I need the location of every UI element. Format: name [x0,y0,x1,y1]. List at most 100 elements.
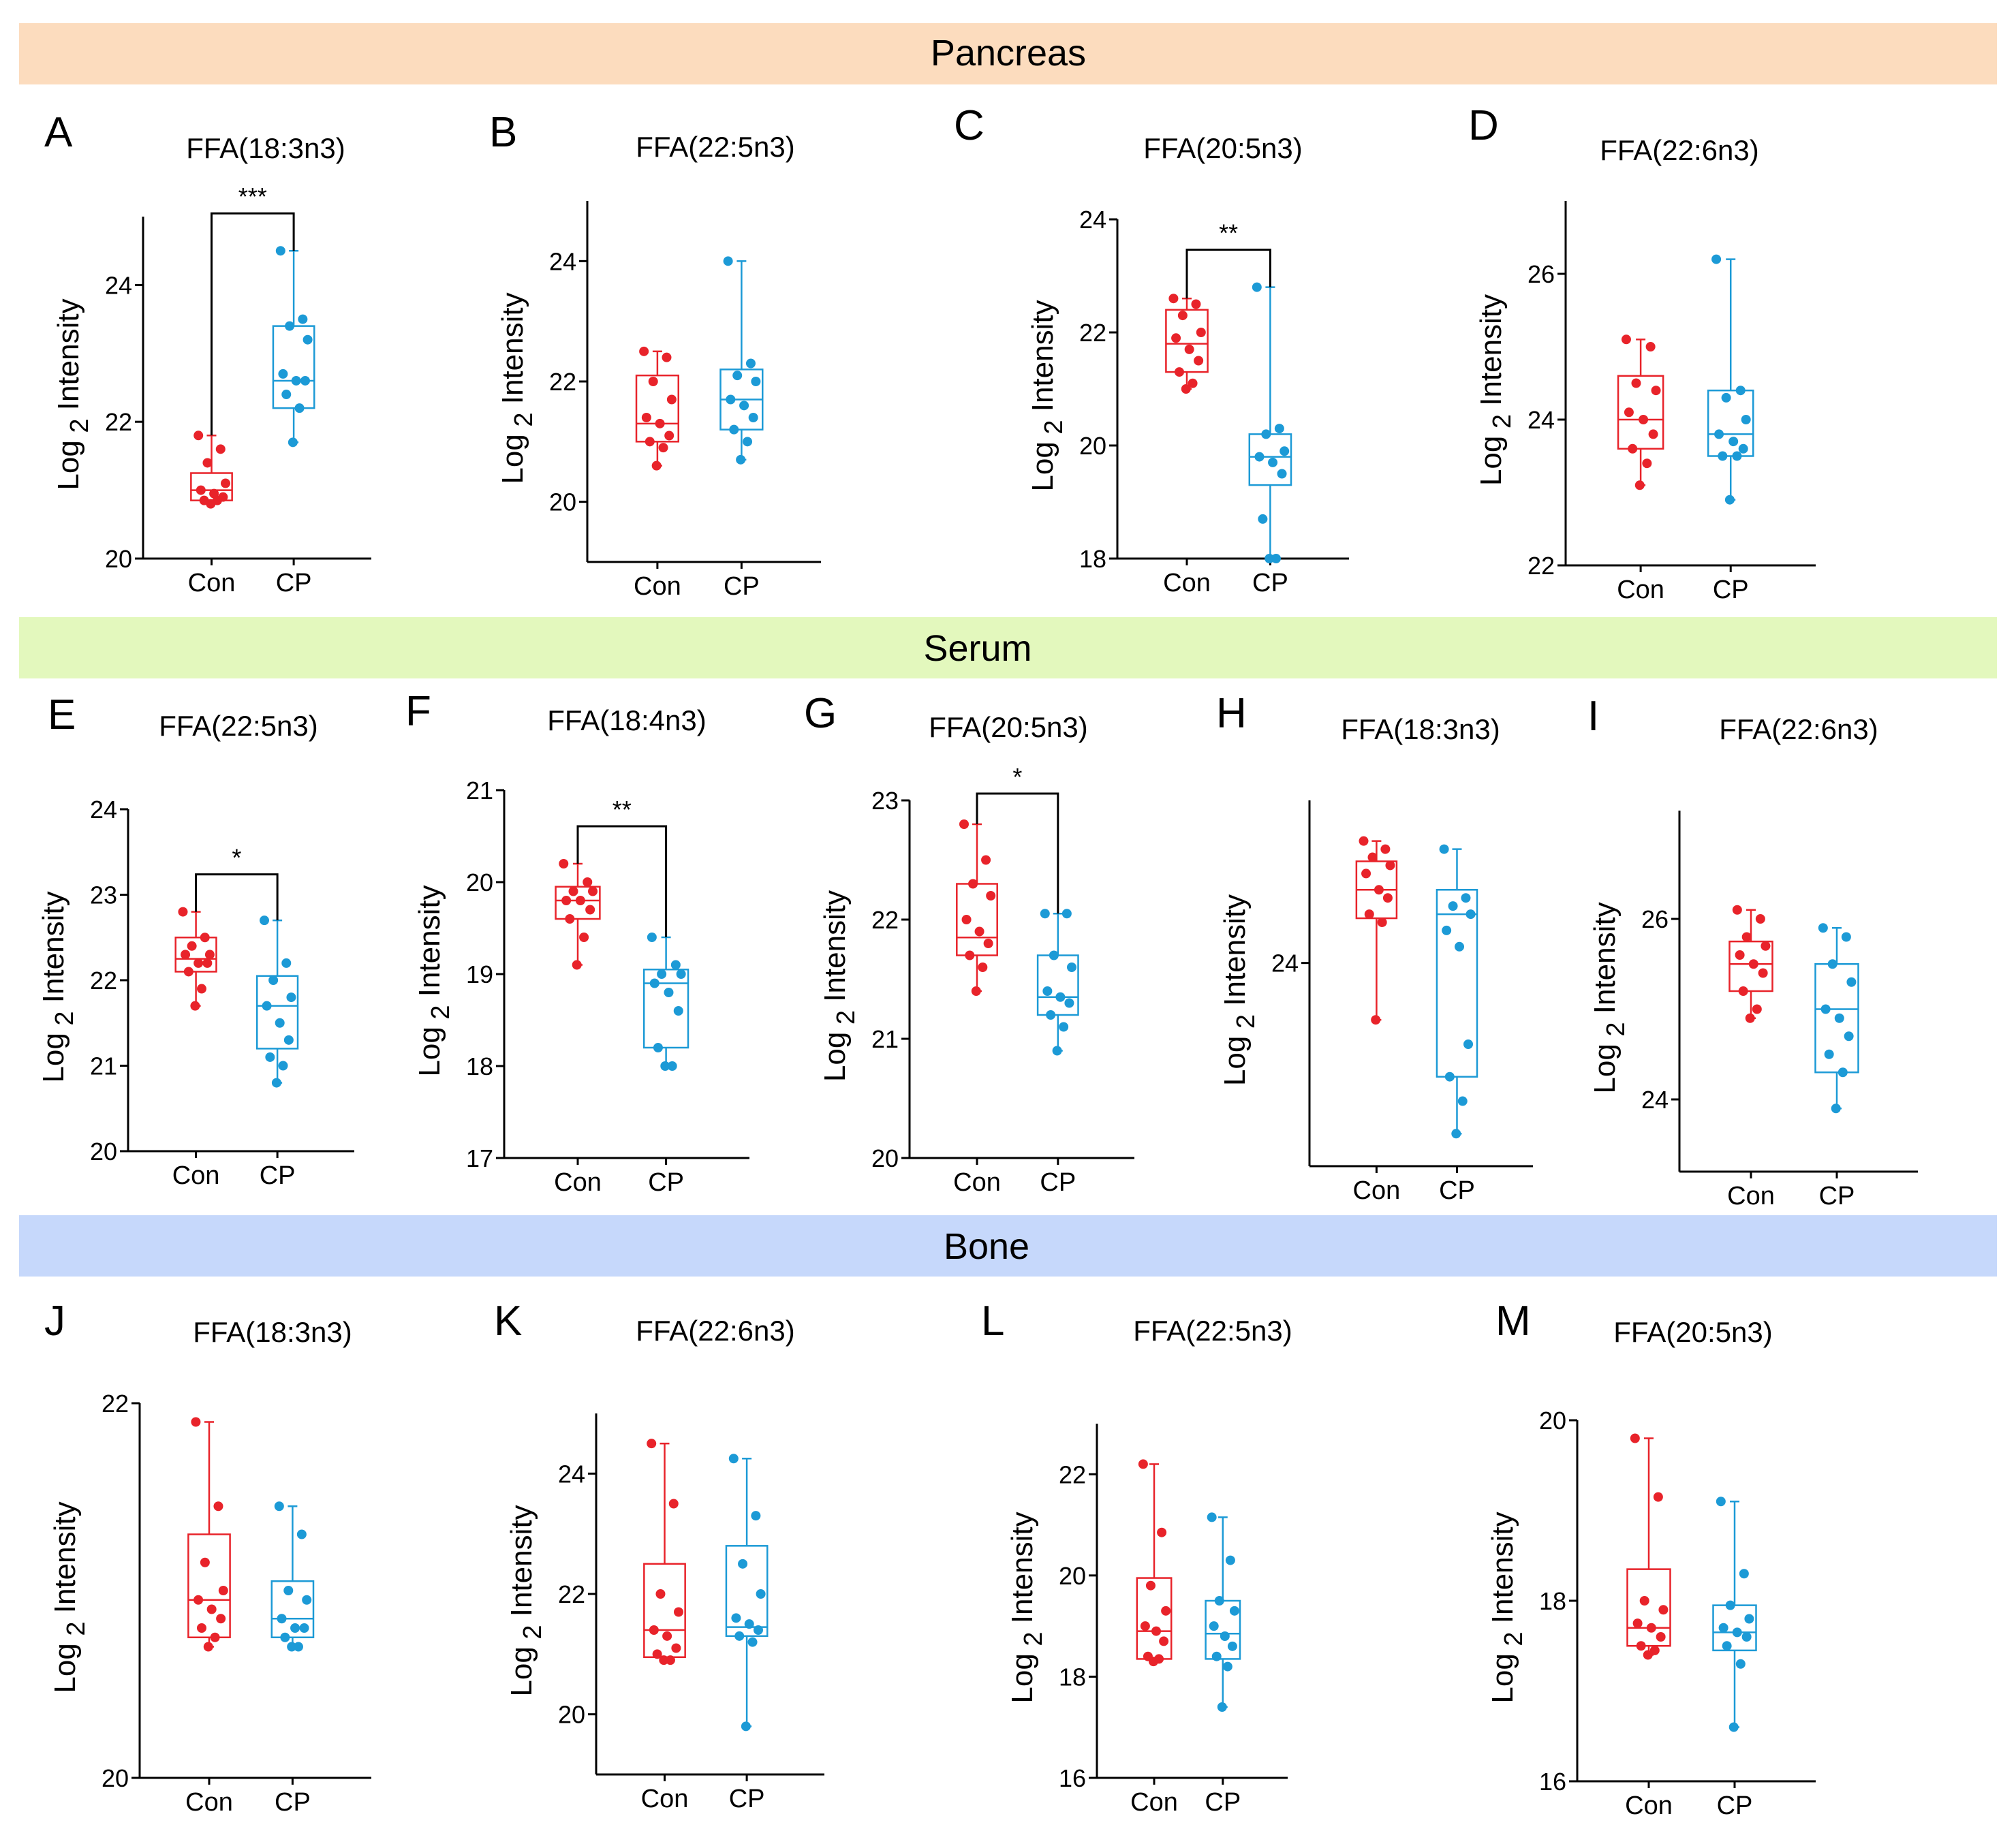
y-axis-label-log-g: Log [818,1032,852,1082]
data-point-j-cp-8 [280,1632,290,1642]
data-point-h-con-3 [1367,852,1378,862]
data-point-j-cp-10 [287,1642,297,1652]
y-tick-label-m-18: 18 [1539,1587,1566,1615]
y-tick-label-f-19: 19 [466,960,493,988]
y-axis-label-log-l: Log [1006,1653,1039,1703]
box-f-con [555,886,601,920]
data-point-c-cp-3 [1261,429,1271,439]
data-point-m-con-1 [1630,1433,1640,1443]
data-point-l-cp-8 [1211,1651,1222,1661]
data-point-k-con-5 [649,1625,659,1635]
panel-letter-d: D [1468,102,1499,149]
data-point-j-cp-9 [293,1642,303,1652]
data-point-k-cp-1 [728,1454,739,1464]
panel-letter-f: F [405,688,431,735]
data-point-f-con-7 [585,905,595,915]
y-tick-label-g-21: 21 [871,1025,899,1053]
box-e-con [174,937,217,973]
data-point-h-con-4 [1385,860,1395,871]
y-axis-label-tail-b: Intensity [496,292,529,412]
data-point-i-con-3 [1741,932,1752,942]
y-tick-label-d-24: 24 [1527,406,1555,434]
data-point-e-cp-6 [275,1018,285,1028]
data-point-k-con-3 [655,1589,666,1599]
data-point-d-cp-9 [1732,451,1742,461]
data-point-e-con-2 [200,933,210,943]
y-tick-label-c-24: 24 [1079,206,1106,234]
data-point-e-con-7 [202,958,213,968]
data-point-f-con-1 [559,859,569,868]
data-point-h-con-8 [1364,909,1374,920]
data-point-i-con-6 [1748,959,1758,969]
box-l-con [1136,1577,1173,1660]
data-point-a-cp-4 [303,334,313,345]
y-tick-label-g-23: 23 [871,787,899,815]
data-point-f-cp-8 [653,1043,663,1052]
y-axis-label-log-k: Log [505,1646,538,1696]
data-point-f-cp-4 [676,969,686,979]
data-point-k-cp-9 [747,1637,758,1647]
data-point-k-cp-8 [734,1631,745,1641]
data-point-b-con-4 [666,394,677,405]
data-point-f-con-10 [572,960,582,970]
y-axis-label-tail-c: Intensity [1026,300,1059,420]
data-point-h-con-5 [1361,868,1371,879]
data-point-b-con-10 [651,460,662,471]
y-tick-label-c-18: 18 [1079,545,1106,573]
data-point-m-cp-1 [1716,1497,1726,1507]
data-point-g-cp-6 [1055,992,1066,1002]
y-tick-label-c-22: 22 [1079,319,1106,347]
y-axis-label-tail-m: Intensity [1486,1512,1519,1631]
panel-letter-m: M [1495,1298,1531,1345]
data-point-j-cp-2 [296,1529,307,1539]
data-point-j-con-5 [193,1595,204,1605]
data-point-d-con-10 [1634,480,1645,490]
panel-title-j: FFA(18:3n3) [193,1316,352,1348]
significance-label-g: * [1012,763,1022,791]
y-axis-label-subscript-f: 2 [427,1005,455,1027]
data-point-c-cp-8 [1258,514,1268,524]
data-point-h-con-10 [1371,1015,1381,1025]
data-point-k-con-9 [665,1655,675,1665]
x-tick-label-f-cp: CP [648,1168,684,1197]
section-band-bone [19,1215,1997,1277]
data-point-g-cp-10 [1052,1046,1062,1056]
data-point-g-con-3 [968,879,978,889]
data-point-k-con-10 [659,1655,669,1665]
data-point-d-cp-5 [1714,429,1724,439]
data-point-g-cp-2 [1061,909,1072,919]
box-i-con [1728,940,1773,992]
y-tick-label-f-21: 21 [466,777,493,804]
significance-bracket-c [1185,249,1271,299]
data-point-i-cp-7 [1844,1031,1854,1042]
data-point-i-con-9 [1752,1004,1762,1014]
significance-label-a: *** [238,183,267,210]
data-point-b-cp-5 [726,394,736,405]
section-title-bone: Bone [944,1226,1029,1267]
y-axis-label-log-c: Log [1026,441,1059,491]
data-point-h-cp-9 [1457,1096,1468,1106]
data-point-j-con-9 [210,1632,220,1642]
box-d-cp [1707,389,1754,457]
y-tick-label-g-20: 20 [871,1144,899,1172]
panel-letter-a: A [44,109,73,156]
y-tick-label-h-24: 24 [1271,950,1299,977]
panel-h: H FFA(18:3n3) 24 Log 2 Intensity Con CP [1216,690,1533,1205]
significance-label-e: * [232,844,241,872]
data-point-f-con-3 [568,886,578,896]
data-point-m-con-10 [1643,1650,1653,1660]
data-point-j-con-8 [196,1623,206,1633]
data-point-f-con-2 [583,877,593,887]
section-title-serum: Serum [923,628,1032,669]
x-tick-label-c-con: Con [1163,569,1211,597]
data-point-g-cp-8 [1046,1010,1056,1020]
y-axis-label-log-a: Log [52,440,85,490]
data-point-a-con-5 [196,485,206,495]
data-point-a-cp-6 [291,375,301,386]
y-tick-label-e-22: 22 [90,967,117,995]
data-point-m-con-2 [1653,1492,1663,1502]
data-point-i-con-2 [1755,914,1765,924]
y-axis-label-subscript-a: 2 [65,418,94,440]
panel-i: I FFA(22:6n3) 24 26 Log 2 Intensity Con CP [1587,693,1918,1210]
data-point-e-con-9 [196,984,206,994]
